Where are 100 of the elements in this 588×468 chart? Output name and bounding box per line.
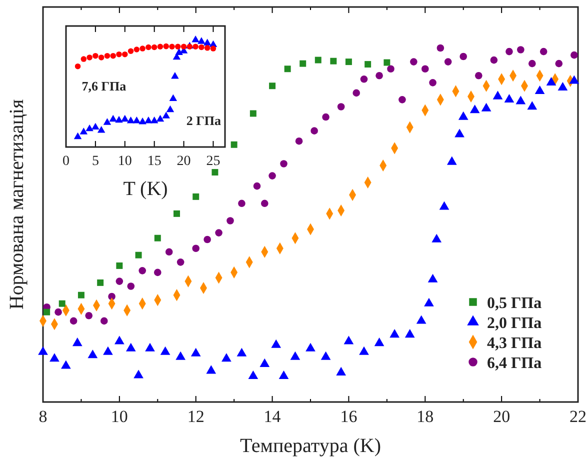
point	[474, 72, 482, 80]
point	[166, 105, 174, 112]
point	[444, 58, 452, 66]
point	[103, 118, 112, 125]
x-axis-title: Температура (K)	[240, 435, 382, 457]
x-tick-label: 12	[187, 407, 204, 426]
point	[116, 262, 123, 269]
point	[98, 54, 104, 60]
x-tick-label: 15	[147, 154, 162, 169]
point	[150, 116, 158, 124]
point	[222, 353, 232, 362]
point	[86, 54, 92, 60]
point	[72, 338, 82, 346]
point	[364, 61, 372, 68]
point	[198, 37, 206, 44]
x-tick-label: 16	[340, 407, 358, 426]
point	[114, 336, 124, 344]
y-axis-title: Нормована магнетизація	[6, 99, 28, 310]
point	[175, 44, 181, 50]
point	[116, 51, 122, 58]
point	[250, 110, 256, 117]
x-tick-label: 10	[118, 154, 132, 169]
point	[555, 60, 563, 68]
point	[145, 342, 155, 352]
point	[280, 160, 288, 168]
point	[314, 56, 322, 64]
point	[192, 244, 200, 252]
point	[310, 127, 318, 134]
point	[269, 82, 276, 90]
x-tick-label: 25	[206, 154, 220, 169]
point	[429, 79, 436, 86]
point	[290, 351, 300, 360]
point	[78, 292, 84, 298]
point	[278, 370, 289, 379]
point	[384, 59, 390, 66]
point	[44, 308, 50, 316]
point	[121, 114, 129, 122]
point	[454, 128, 464, 138]
point	[345, 58, 352, 66]
point	[192, 44, 198, 50]
point	[165, 248, 173, 256]
point	[138, 117, 146, 124]
point	[337, 103, 345, 110]
point	[127, 282, 135, 290]
x-tick-label: 10	[110, 407, 128, 426]
point	[80, 128, 88, 134]
point	[226, 217, 234, 224]
point	[376, 72, 383, 80]
point	[169, 44, 175, 50]
point	[163, 43, 169, 50]
point	[330, 58, 337, 64]
legend-label: 4,3 ГПа	[487, 335, 542, 352]
point	[140, 46, 146, 52]
point	[374, 338, 384, 346]
point	[481, 102, 492, 112]
point	[268, 172, 276, 180]
point	[295, 137, 303, 145]
point	[206, 365, 216, 374]
point	[300, 60, 306, 67]
point	[122, 51, 128, 58]
point	[176, 351, 186, 360]
point	[540, 48, 548, 56]
x-tick-label: 8	[38, 407, 48, 426]
point	[506, 48, 513, 56]
point	[88, 350, 98, 358]
point	[398, 96, 406, 104]
series-label: 2 ГПа	[186, 113, 222, 128]
point	[352, 89, 360, 97]
point	[85, 312, 93, 320]
point	[390, 329, 400, 338]
point	[110, 52, 116, 59]
point	[198, 44, 204, 50]
point	[215, 229, 222, 236]
point	[80, 56, 87, 62]
point	[528, 60, 536, 68]
point	[103, 346, 113, 355]
point	[86, 124, 94, 132]
point	[570, 51, 578, 59]
point	[238, 200, 246, 208]
point	[428, 274, 438, 282]
point	[100, 317, 108, 325]
legend-label: 6,4 ГПа	[487, 355, 542, 372]
point	[424, 298, 434, 306]
x-tick-label: 20	[493, 407, 510, 426]
point	[135, 252, 142, 258]
series-label: 7,6 ГПа	[82, 78, 127, 94]
x-tick-label: 0	[62, 154, 70, 169]
point	[460, 52, 468, 60]
point	[128, 48, 134, 54]
point	[162, 112, 170, 118]
point	[192, 36, 200, 42]
x-tick-label: 22	[570, 407, 586, 426]
point	[126, 342, 136, 352]
point	[134, 46, 140, 52]
point	[58, 300, 66, 307]
point	[359, 346, 369, 355]
point	[271, 339, 282, 348]
x-tick-label: 5	[92, 154, 99, 169]
point	[260, 358, 270, 367]
point	[470, 104, 480, 114]
